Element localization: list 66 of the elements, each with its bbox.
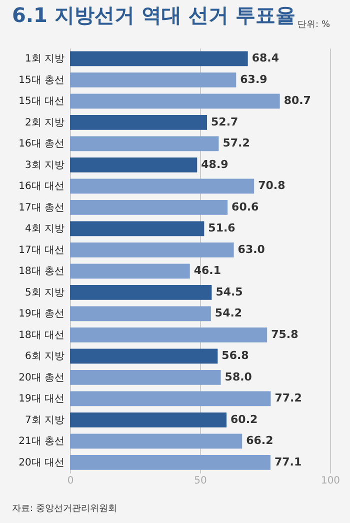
y-tick-label: 4회 지방 <box>24 224 64 235</box>
bar <box>70 136 219 152</box>
data-label: 75.8 <box>271 328 298 341</box>
y-tick-label: 15대 총선 <box>18 74 64 86</box>
y-tick-label: 16대 총선 <box>18 138 64 150</box>
y-tick-label: 18대 대선 <box>18 330 64 341</box>
bar <box>70 327 268 342</box>
data-label: 56.8 <box>222 349 249 362</box>
data-label: 70.8 <box>258 179 286 192</box>
data-label: 48.9 <box>201 158 228 171</box>
y-tick-label: 7회 지방 <box>24 414 64 426</box>
data-label: 60.2 <box>230 412 258 426</box>
bar <box>70 454 270 470</box>
bar <box>70 264 190 279</box>
bar <box>70 306 211 322</box>
y-tick-label: 20대 총선 <box>18 372 64 384</box>
y-tick-label: 21대 총선 <box>18 436 64 448</box>
data-label: 63.0 <box>238 242 266 256</box>
y-tick-label: 3회 지방 <box>24 160 64 171</box>
data-label: 60.6 <box>232 200 260 214</box>
x-tick-label: 50 <box>194 476 207 486</box>
data-label: 80.7 <box>284 94 311 108</box>
data-label: 77.2 <box>274 392 302 405</box>
bar <box>70 51 248 66</box>
y-tick-label: 18대 총선 <box>18 266 64 278</box>
data-label: 58.0 <box>224 370 252 384</box>
bar <box>70 114 208 130</box>
bar <box>70 284 212 300</box>
bar <box>70 370 221 385</box>
bar <box>70 178 254 194</box>
bar <box>70 434 242 449</box>
x-tick-label: 100 <box>320 476 340 486</box>
bar <box>70 157 198 172</box>
data-label: 77.1 <box>274 455 302 468</box>
y-tick-label: 1회 지방 <box>24 54 64 65</box>
chart-title: 6.1 지방선거 역대 선거 투표율 <box>12 3 296 27</box>
bar <box>70 200 228 215</box>
y-tick-label: 19대 대선 <box>18 394 64 405</box>
data-label: 54.2 <box>214 306 242 320</box>
bar <box>70 391 271 406</box>
data-label: 68.4 <box>252 52 280 65</box>
y-tick-label: 17대 총선 <box>18 202 64 214</box>
data-label: 46.1 <box>194 264 221 278</box>
bar <box>70 348 218 364</box>
bar <box>70 72 236 88</box>
y-tick-label: 17대 대선 <box>18 244 64 256</box>
bar <box>70 221 204 236</box>
y-tick-label: 15대 대선 <box>18 96 64 108</box>
y-tick-label: 16대 대선 <box>18 181 64 192</box>
y-tick-label: 6회 지방 <box>24 351 64 362</box>
data-label: 57.2 <box>222 136 250 150</box>
y-tick-label: 20대 대선 <box>18 457 64 468</box>
y-tick-label: 5회 지방 <box>24 287 64 298</box>
x-tick-label: 0 <box>67 476 74 486</box>
text: 단위: % <box>298 20 330 30</box>
data-label: 66.2 <box>246 434 274 448</box>
data-label: 52.7 <box>211 115 238 128</box>
data-label: 63.9 <box>240 72 268 86</box>
data-label: 51.6 <box>208 222 236 235</box>
bar <box>70 412 227 428</box>
y-tick-label: 2회 지방 <box>24 117 64 128</box>
bar <box>70 94 280 109</box>
data-label: 54.5 <box>216 285 243 298</box>
bar <box>70 242 234 258</box>
text: 자료: 중앙선거관리위원회 <box>12 504 117 514</box>
y-tick-label: 19대 총선 <box>18 308 64 320</box>
